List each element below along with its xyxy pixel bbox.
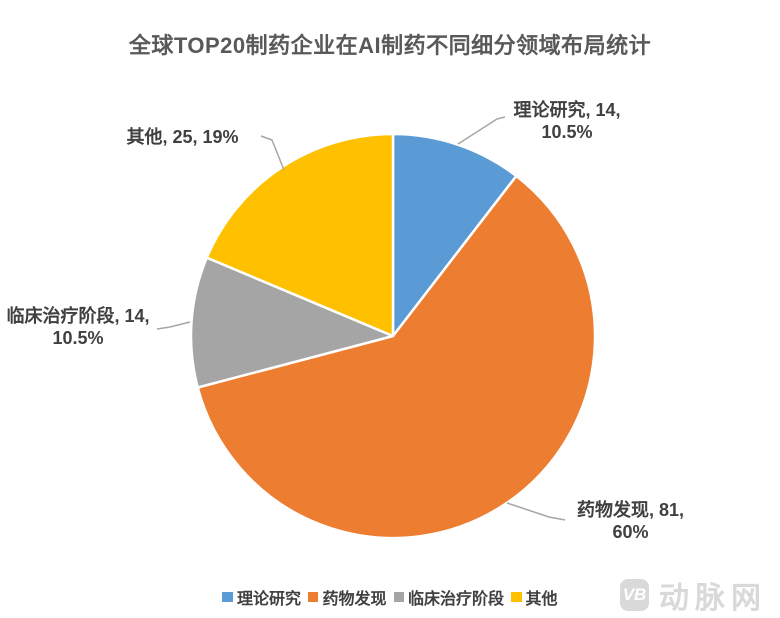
data-label-other: 其他, 25, 19% <box>95 126 270 148</box>
data-label-drug-line1: 药物发现, 81, <box>576 500 685 520</box>
legend-swatch-drug <box>307 591 319 603</box>
pie-slice-0 <box>391 132 518 338</box>
leader-line-clinical <box>156 321 191 330</box>
data-label-other-line1: 其他, 25, 19% <box>126 127 239 147</box>
legend-swatch-clinical <box>393 591 404 603</box>
chart-title: 全球TOP20制药企业在AI制药不同细分领域布局统计 <box>128 33 652 58</box>
legend-swatch-theory <box>222 591 233 603</box>
legend-item-other: 其他 <box>511 585 558 609</box>
data-label-drug: 药物发现, 81, 60% <box>553 499 708 543</box>
pie-slice-1 <box>196 174 597 540</box>
legend-item-clinical: 临床治疗阶段 <box>393 585 505 609</box>
legend-label-clinical: 临床治疗阶段 <box>408 591 505 608</box>
data-label-theory: 理论研究, 14, 10.5% <box>484 99 650 143</box>
data-label-theory-line2: 10.5% <box>541 122 593 142</box>
data-label-clinical-line1: 临床治疗阶段, 14, <box>6 306 150 326</box>
legend-label-drug: 药物发现 <box>322 591 387 608</box>
legend-label-other: 其他 <box>525 591 558 608</box>
legend-item-drug: 药物发现 <box>307 585 387 609</box>
data-label-clinical-line2: 10.5% <box>52 328 104 348</box>
pie-slice-3 <box>205 132 395 338</box>
data-label-drug-line2: 60% <box>612 522 649 542</box>
chart-legend: 理论研究 药物发现 临床治疗阶段 其他 <box>0 585 780 609</box>
leader-line-drug <box>506 502 566 521</box>
pie-slices <box>189 132 597 540</box>
data-label-theory-line1: 理论研究, 14, <box>513 100 621 120</box>
legend-item-theory: 理论研究 <box>222 585 301 609</box>
data-label-clinical: 临床治疗阶段, 14, 10.5% <box>0 305 158 349</box>
leader-line-theory <box>457 116 506 145</box>
legend-swatch-other <box>511 591 522 603</box>
leader-line-other <box>260 135 285 171</box>
legend-label-theory: 理论研究 <box>236 591 301 608</box>
leader-lines <box>156 116 566 521</box>
pie-slice-2 <box>189 256 395 389</box>
